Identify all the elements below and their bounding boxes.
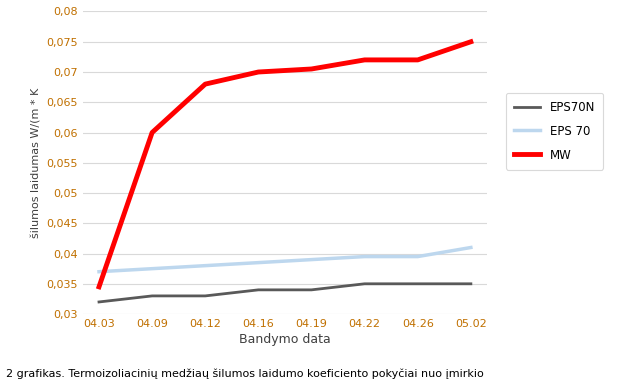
Y-axis label: šilumos laidumas W/(m * K: šilumos laidumas W/(m * K [31,88,41,238]
EPS 70 [414,254,422,259]
Line: EPS 70: EPS 70 [99,247,471,272]
MW [95,285,103,289]
EPS70N [201,294,209,298]
MW [307,67,315,71]
EPS 70 [201,264,209,268]
EPS70N [361,282,369,286]
MW [201,82,209,87]
MW [148,130,156,135]
EPS70N [254,288,262,292]
EPS 70 [361,254,369,259]
EPS 70 [307,257,315,262]
EPS 70 [254,260,262,265]
MW [254,70,262,74]
EPS70N [467,282,475,286]
MW [361,57,369,62]
EPS 70 [467,245,475,250]
EPS70N [148,294,156,298]
MW [467,39,475,44]
EPS70N [95,300,103,304]
MW [414,57,422,62]
X-axis label: Bandymo data: Bandymo data [239,333,331,346]
Line: MW: MW [99,42,471,287]
Text: 2 grafikas. Termoizoliacinių medžiaų šilumos laidumo koeficiento pokyčiai nuo įm: 2 grafikas. Termoizoliacinių medžiaų šil… [6,369,484,379]
EPS 70 [148,267,156,271]
EPS70N [414,282,422,286]
Legend: EPS70N, EPS 70, MW: EPS70N, EPS 70, MW [506,93,603,170]
EPS70N [307,288,315,292]
EPS 70 [95,269,103,274]
Line: EPS70N: EPS70N [99,284,471,302]
